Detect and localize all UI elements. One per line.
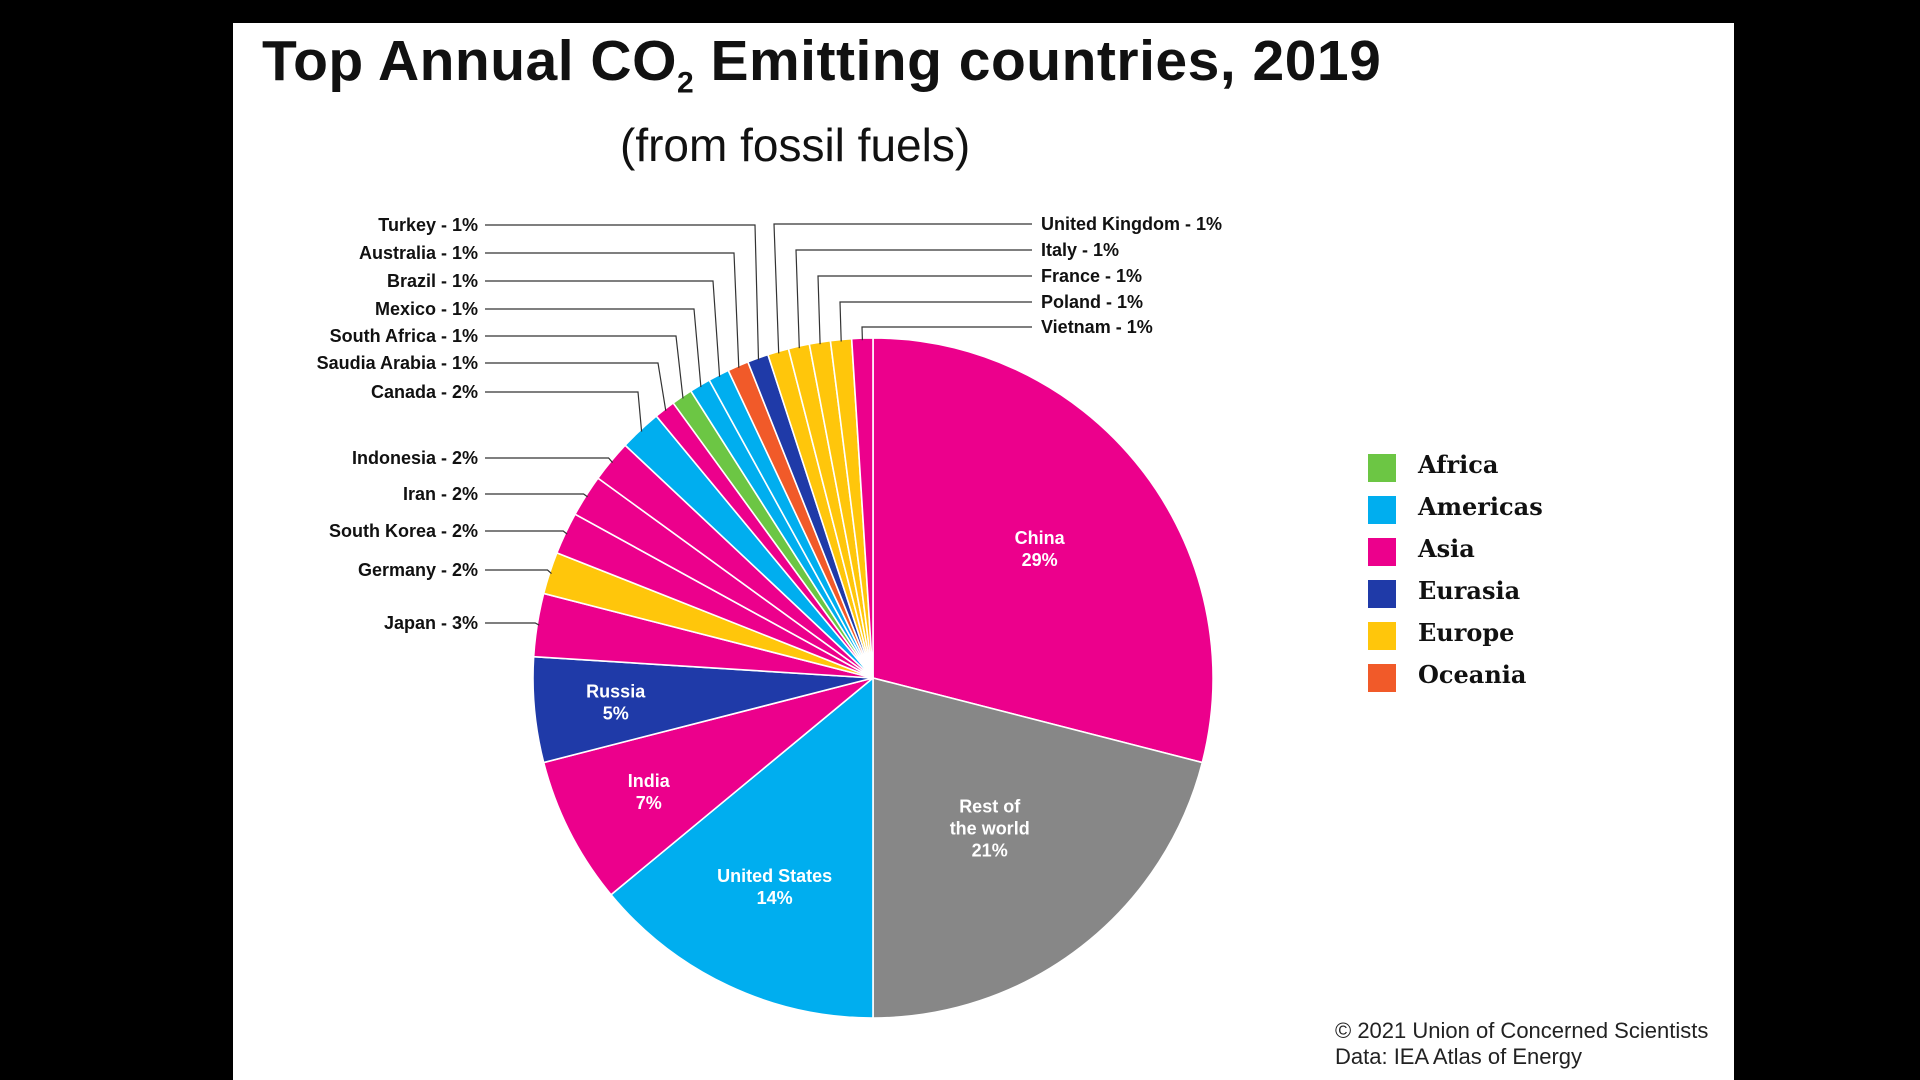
- chart-title: Top Annual CO2 Emitting countries, 2019: [262, 28, 1381, 100]
- leader-australia: [485, 252, 740, 368]
- callout-vietnam: Vietnam - 1%: [1041, 317, 1153, 337]
- leader-iran: [485, 493, 588, 498]
- credit-copyright: © 2021 Union of Concerned Scientists: [1335, 1018, 1709, 1043]
- leader-saudia-arabia: [485, 362, 667, 411]
- chart-title-subscript: 2: [676, 66, 695, 100]
- callout-united-kingdom: United Kingdom - 1%: [1041, 214, 1222, 234]
- legend-swatch-asia: [1368, 538, 1396, 566]
- callout-turkey: Turkey - 1%: [378, 215, 478, 235]
- inside-label-russia: Russia 5%: [586, 681, 646, 723]
- legend-label-eurasia: Eurasia: [1418, 576, 1521, 605]
- leader-south-korea: [485, 530, 568, 535]
- legend-label-americas: Americas: [1418, 492, 1543, 521]
- leader-mexico: [485, 308, 702, 388]
- leader-canada: [485, 391, 643, 432]
- callout-canada: Canada - 2%: [371, 382, 478, 402]
- inside-label-china: China 29%: [1015, 528, 1066, 570]
- leader-poland: [839, 301, 1032, 342]
- legend-label-oceania: Oceania: [1418, 660, 1527, 689]
- inside-label-united-states: United States 14%: [717, 866, 832, 908]
- leader-united-kingdom: [773, 223, 1032, 354]
- callout-japan: Japan - 3%: [384, 613, 478, 633]
- chart-title-suffix: Emitting countries, 2019: [694, 29, 1382, 93]
- slice-china: [872, 337, 1214, 764]
- credit-source: Data: IEA Atlas of Energy: [1335, 1044, 1583, 1069]
- chart-subtitle: (from fossil fuels): [620, 119, 971, 171]
- leader-south-africa: [485, 335, 684, 399]
- pie-slices: [532, 337, 1214, 1019]
- legend-label-europe: Europe: [1418, 618, 1515, 647]
- leader-japan: [485, 622, 540, 626]
- leader-germany: [485, 569, 552, 575]
- legend-swatch-americas: [1368, 496, 1396, 524]
- slice-rest-of-the-world: [872, 677, 1204, 1019]
- slice-united-states: [610, 677, 874, 1019]
- callout-south-korea: South Korea - 2%: [329, 521, 478, 541]
- slice-labels: China 29% Rest of the world 21% United States…: [317, 214, 1222, 908]
- callout-south-africa: South Africa - 1%: [330, 326, 478, 346]
- legend-swatch-oceania: [1368, 664, 1396, 692]
- callout-saudia-arabia: Saudia Arabia - 1%: [317, 353, 478, 373]
- callout-mexico: Mexico - 1%: [375, 299, 478, 319]
- callout-leaders: [485, 223, 1032, 626]
- leader-indonesia: [485, 457, 614, 463]
- inside-label-rest-of-the-world: Rest of the world 21%: [950, 796, 1030, 860]
- callout-iran: Iran - 2%: [403, 484, 478, 504]
- callout-poland: Poland - 1%: [1041, 292, 1143, 312]
- callout-australia: Australia - 1%: [359, 243, 478, 263]
- legend-swatch-africa: [1368, 454, 1396, 482]
- legend-label-africa: Africa: [1418, 450, 1499, 479]
- callout-indonesia: Indonesia - 2%: [352, 448, 478, 468]
- leader-turkey: [485, 224, 760, 361]
- chart-title-prefix: Top Annual CO: [262, 29, 677, 93]
- legend-label-asia: Asia: [1418, 534, 1475, 563]
- credit: © 2021 Union of Concerned Scientists Dat…: [1335, 1018, 1708, 1070]
- leader-italy: [795, 249, 1032, 349]
- leader-vietnam: [861, 326, 1032, 341]
- inside-label-india: India 7%: [628, 771, 671, 813]
- legend-swatch-eurasia: [1368, 580, 1396, 608]
- leader-france: [817, 275, 1032, 345]
- leader-brazil: [485, 280, 721, 377]
- callout-italy: Italy - 1%: [1041, 240, 1119, 260]
- callout-germany: Germany - 2%: [358, 560, 478, 580]
- callout-france: France - 1%: [1041, 266, 1142, 286]
- legend-swatch-europe: [1368, 622, 1396, 650]
- callout-brazil: Brazil - 1%: [387, 271, 478, 291]
- slice-india: [542, 677, 874, 896]
